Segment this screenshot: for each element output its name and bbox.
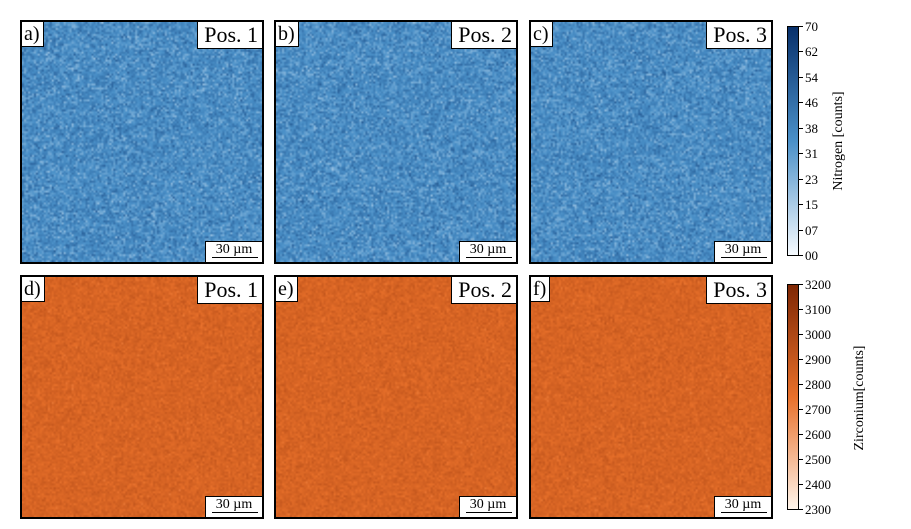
panel-d: d) Pos. 1 30 µm <box>20 275 264 519</box>
panel-b: b) Pos. 2 30 µm <box>274 20 518 264</box>
zirconium-colorbar-tick-mark <box>799 284 803 285</box>
zirconium-colorbar-tick-mark <box>799 384 803 385</box>
nitrogen-colorbar-tick-mark <box>799 127 803 129</box>
nitrogen-colorbar-tick-mark <box>799 102 803 104</box>
panel-e: e) Pos. 2 30 µm <box>274 275 518 519</box>
zirconium-colorbar-tick-mark <box>799 509 803 510</box>
scale-bar-label: 30 µm <box>724 497 762 512</box>
panel-f: f) Pos. 3 30 µm <box>529 275 773 519</box>
scale-bar-label: 30 µm <box>215 242 253 257</box>
zirconium-colorbar-tick-label: 3200 <box>805 277 831 292</box>
nitrogen-map-pos2 <box>276 22 516 262</box>
nitrogen-colorbar <box>787 26 799 256</box>
nitrogen-colorbar-tick-label: 70 <box>805 19 818 34</box>
zirconium-colorbar-tick-mark <box>799 434 803 435</box>
scale-bar-line <box>212 512 258 513</box>
nitrogen-colorbar-tick-mark <box>799 153 803 155</box>
zirconium-colorbar-tick-label: 2300 <box>805 502 831 517</box>
nitrogen-colorbar-tick-mark <box>799 76 803 78</box>
panel-letter: c) <box>531 22 553 47</box>
nitrogen-colorbar-tick-mark <box>799 51 803 53</box>
scale-bar: 30 µm <box>459 241 516 262</box>
nitrogen-map-pos3 <box>531 22 771 262</box>
panel-letter: d) <box>22 277 45 302</box>
panel-c: c) Pos. 3 30 µm <box>529 20 773 264</box>
scale-bar-line <box>466 512 512 513</box>
zirconium-colorbar-tick-label: 3000 <box>805 327 831 342</box>
zirconium-colorbar-label: Zirconium[counts] <box>852 345 867 451</box>
nitrogen-colorbar-tick-label: 00 <box>805 248 818 263</box>
nitrogen-colorbar-tick-label: 46 <box>805 95 818 111</box>
panel-letter: e) <box>276 277 298 302</box>
nitrogen-colorbar-tick-label: 07 <box>805 222 818 238</box>
scale-bar: 30 µm <box>714 241 771 262</box>
nitrogen-colorbar-tick-mark <box>799 178 803 180</box>
panel-letter: f) <box>531 277 551 302</box>
position-label: Pos. 1 <box>197 22 262 49</box>
nitrogen-colorbar-tick-mark <box>799 255 803 256</box>
scale-bar: 30 µm <box>205 241 262 262</box>
scale-bar-line <box>212 257 258 258</box>
zirconium-map-pos3 <box>531 277 771 517</box>
zirconium-colorbar-tick-label: 2700 <box>805 402 831 417</box>
scale-bar-label: 30 µm <box>215 497 253 512</box>
zirconium-colorbar-tick-mark <box>799 484 803 485</box>
panel-a: a) Pos. 1 30 µm <box>20 20 264 264</box>
position-label: Pos. 2 <box>451 22 516 49</box>
nitrogen-colorbar-tick-label: 31 <box>805 146 818 162</box>
nitrogen-colorbar-tick-label: 23 <box>805 171 818 187</box>
position-label: Pos. 1 <box>197 277 262 304</box>
position-label: Pos. 2 <box>451 277 516 304</box>
nitrogen-map-pos1 <box>22 22 262 262</box>
scale-bar: 30 µm <box>714 496 771 517</box>
scale-bar-label: 30 µm <box>469 497 507 512</box>
zirconium-map-pos1 <box>22 277 262 517</box>
scale-bar-line <box>466 257 512 258</box>
zirconium-colorbar-tick-mark <box>799 359 803 360</box>
nitrogen-colorbar-tick-label: 62 <box>805 44 818 60</box>
nitrogen-colorbar-tick-label: 15 <box>805 197 818 213</box>
zirconium-map-pos2 <box>276 277 516 517</box>
nitrogen-colorbar-tick-mark <box>799 204 803 206</box>
zirconium-colorbar-tick-mark <box>799 409 803 410</box>
position-label: Pos. 3 <box>706 22 771 49</box>
nitrogen-colorbar-label: Nitrogen [counts] <box>831 91 846 191</box>
zirconium-colorbar-tick-mark <box>799 459 803 460</box>
zirconium-colorbar-tick-label: 2600 <box>805 427 831 442</box>
nitrogen-colorbar-tick-mark <box>799 26 803 27</box>
nitrogen-colorbar-tick-label: 54 <box>805 69 818 85</box>
scale-bar-line <box>721 512 767 513</box>
scale-bar: 30 µm <box>205 496 262 517</box>
scale-bar-label: 30 µm <box>469 242 507 257</box>
position-label: Pos. 3 <box>706 277 771 304</box>
zirconium-colorbar-tick-label: 3100 <box>805 302 831 317</box>
scale-bar-label: 30 µm <box>724 242 762 257</box>
zirconium-colorbar-tick-mark <box>799 309 803 310</box>
zirconium-colorbar-tick-label: 2800 <box>805 377 831 392</box>
zirconium-colorbar-tick-label: 2500 <box>805 452 831 467</box>
zirconium-colorbar-tick-mark <box>799 334 803 335</box>
zirconium-colorbar <box>787 284 799 510</box>
panel-letter: a) <box>22 22 44 47</box>
nitrogen-colorbar-tick-mark <box>799 229 803 231</box>
scale-bar-line <box>721 257 767 258</box>
nitrogen-colorbar-tick-label: 38 <box>805 120 818 136</box>
scale-bar: 30 µm <box>459 496 516 517</box>
panel-letter: b) <box>276 22 299 47</box>
zirconium-colorbar-tick-label: 2900 <box>805 352 831 367</box>
zirconium-colorbar-tick-label: 2400 <box>805 477 831 492</box>
